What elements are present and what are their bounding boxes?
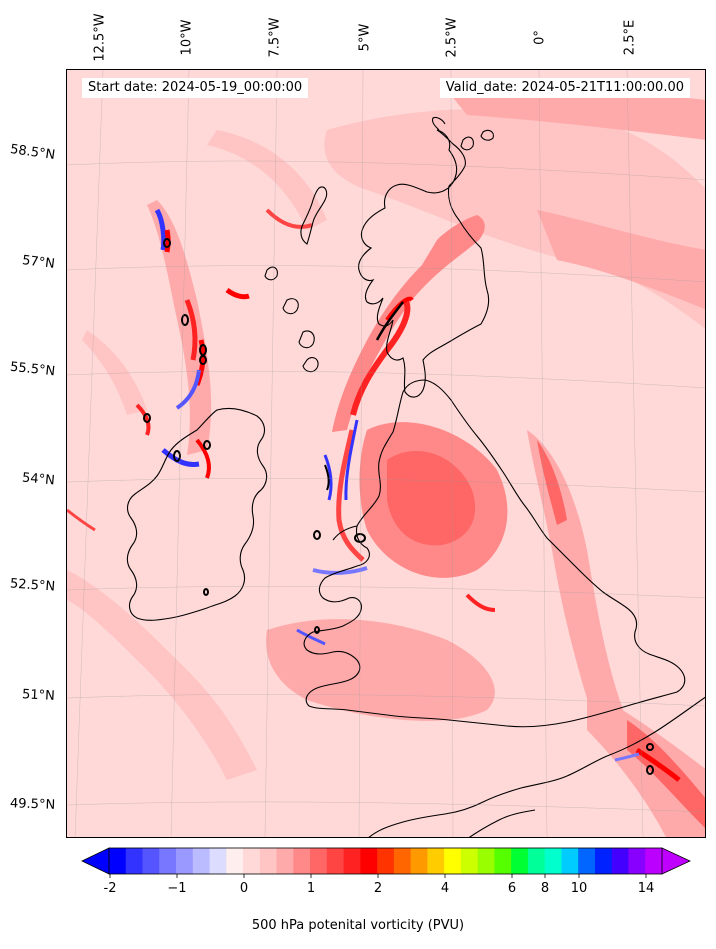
colorbar-tick-label: -2 [104,881,117,896]
colorbar-swatch [293,848,311,874]
lat-label-49-5n: 49.5°N [9,796,56,813]
colorbar-swatch [142,848,160,874]
lat-label-57n: 57°N [21,253,56,272]
lat-label-51n: 51°N [21,687,56,704]
colorbar-tick-label: 6 [508,881,516,896]
colorbar-swatch [243,848,261,874]
pv-contours [143,238,654,775]
colorbar-swatch [209,848,227,874]
colorbar-swatch [611,848,629,874]
lon-label-2-5w: 2.5°W [444,17,460,58]
colorbar-swatch [594,848,613,874]
colorbar-swatch [561,848,579,874]
coastlines [126,116,705,837]
colorbar-swatch [360,848,378,874]
colorbar-swatch [125,848,144,874]
pv-field-map [67,70,705,837]
colorbar-swatch [192,848,211,874]
graticule [67,70,705,837]
colorbar-tick-label: 4 [441,881,449,896]
colorbar-tick-label: 14 [638,881,655,896]
colorbar-swatch [310,848,328,874]
colorbar-swatches [81,847,691,875]
colorbar-swatch [176,848,194,874]
colorbar-swatch [343,848,361,874]
colorbar-tick-label: 2 [374,881,382,896]
colorbar-swatch [628,848,646,874]
lon-label-0: 0° [532,30,548,45]
start-date-label: Start date: 2024-05-19_00:00:00 [82,78,309,98]
colorbar: -2 −1 0 1 2 4 6 8 10 14 [81,847,691,896]
colorbar-tick-label: 0 [240,881,248,896]
lat-label-58-5n: 58.5°N [9,141,56,164]
lon-label-2-5e: 2.5°E [622,19,638,56]
colorbar-swatch [427,848,445,874]
lon-label-7-5w: 7.5°W [267,17,283,58]
colorbar-swatch [393,848,412,874]
pv-filaments [67,208,681,782]
colorbar-tick-label: 10 [571,881,588,896]
lat-label-54n: 54°N [21,470,56,489]
colorbar-swatch [226,848,244,874]
lat-label-52-5n: 52.5°N [9,576,56,595]
colorbar-swatch [544,848,562,874]
colorbar-swatch [276,848,294,874]
lon-label-10w: 10°W [179,19,195,56]
colorbar-tick-label: 8 [541,881,549,896]
colorbar-swatch [377,848,395,874]
pv-shading [67,70,705,837]
colorbar-swatch [410,848,428,874]
colorbar-title: 500 hPa potenital vorticity (PVU) [251,918,465,933]
colorbar-swatch [527,848,546,874]
colorbar-swatch [477,848,495,874]
colorbar-extend-low [81,847,110,875]
colorbar-tick-label: −1 [167,881,186,896]
colorbar-tick-label: 1 [307,881,315,896]
colorbar-swatch [460,848,479,874]
map-panel [66,69,706,838]
colorbar-frame [108,847,663,875]
colorbar-swatch [645,848,663,874]
lat-label-55-5n: 55.5°N [9,359,56,380]
colorbar-swatch [511,848,529,874]
valid-date-label: Valid_date: 2024-05-21T11:00:00.00 [439,78,690,98]
colorbar-swatch [444,848,462,874]
colorbar-swatch [326,848,345,874]
colorbar-swatch [578,848,596,874]
lon-label-5w: 5°W [357,23,373,52]
colorbar-extend-high [661,847,691,875]
colorbar-swatch [494,848,512,874]
colorbar-swatch [259,848,278,874]
lon-label-12-5w: 12.5°W [92,13,108,62]
colorbar-swatch [109,848,127,874]
colorbar-ticks: -2 −1 0 1 2 4 6 8 10 14 [104,874,655,896]
colorbar-swatch [159,848,177,874]
